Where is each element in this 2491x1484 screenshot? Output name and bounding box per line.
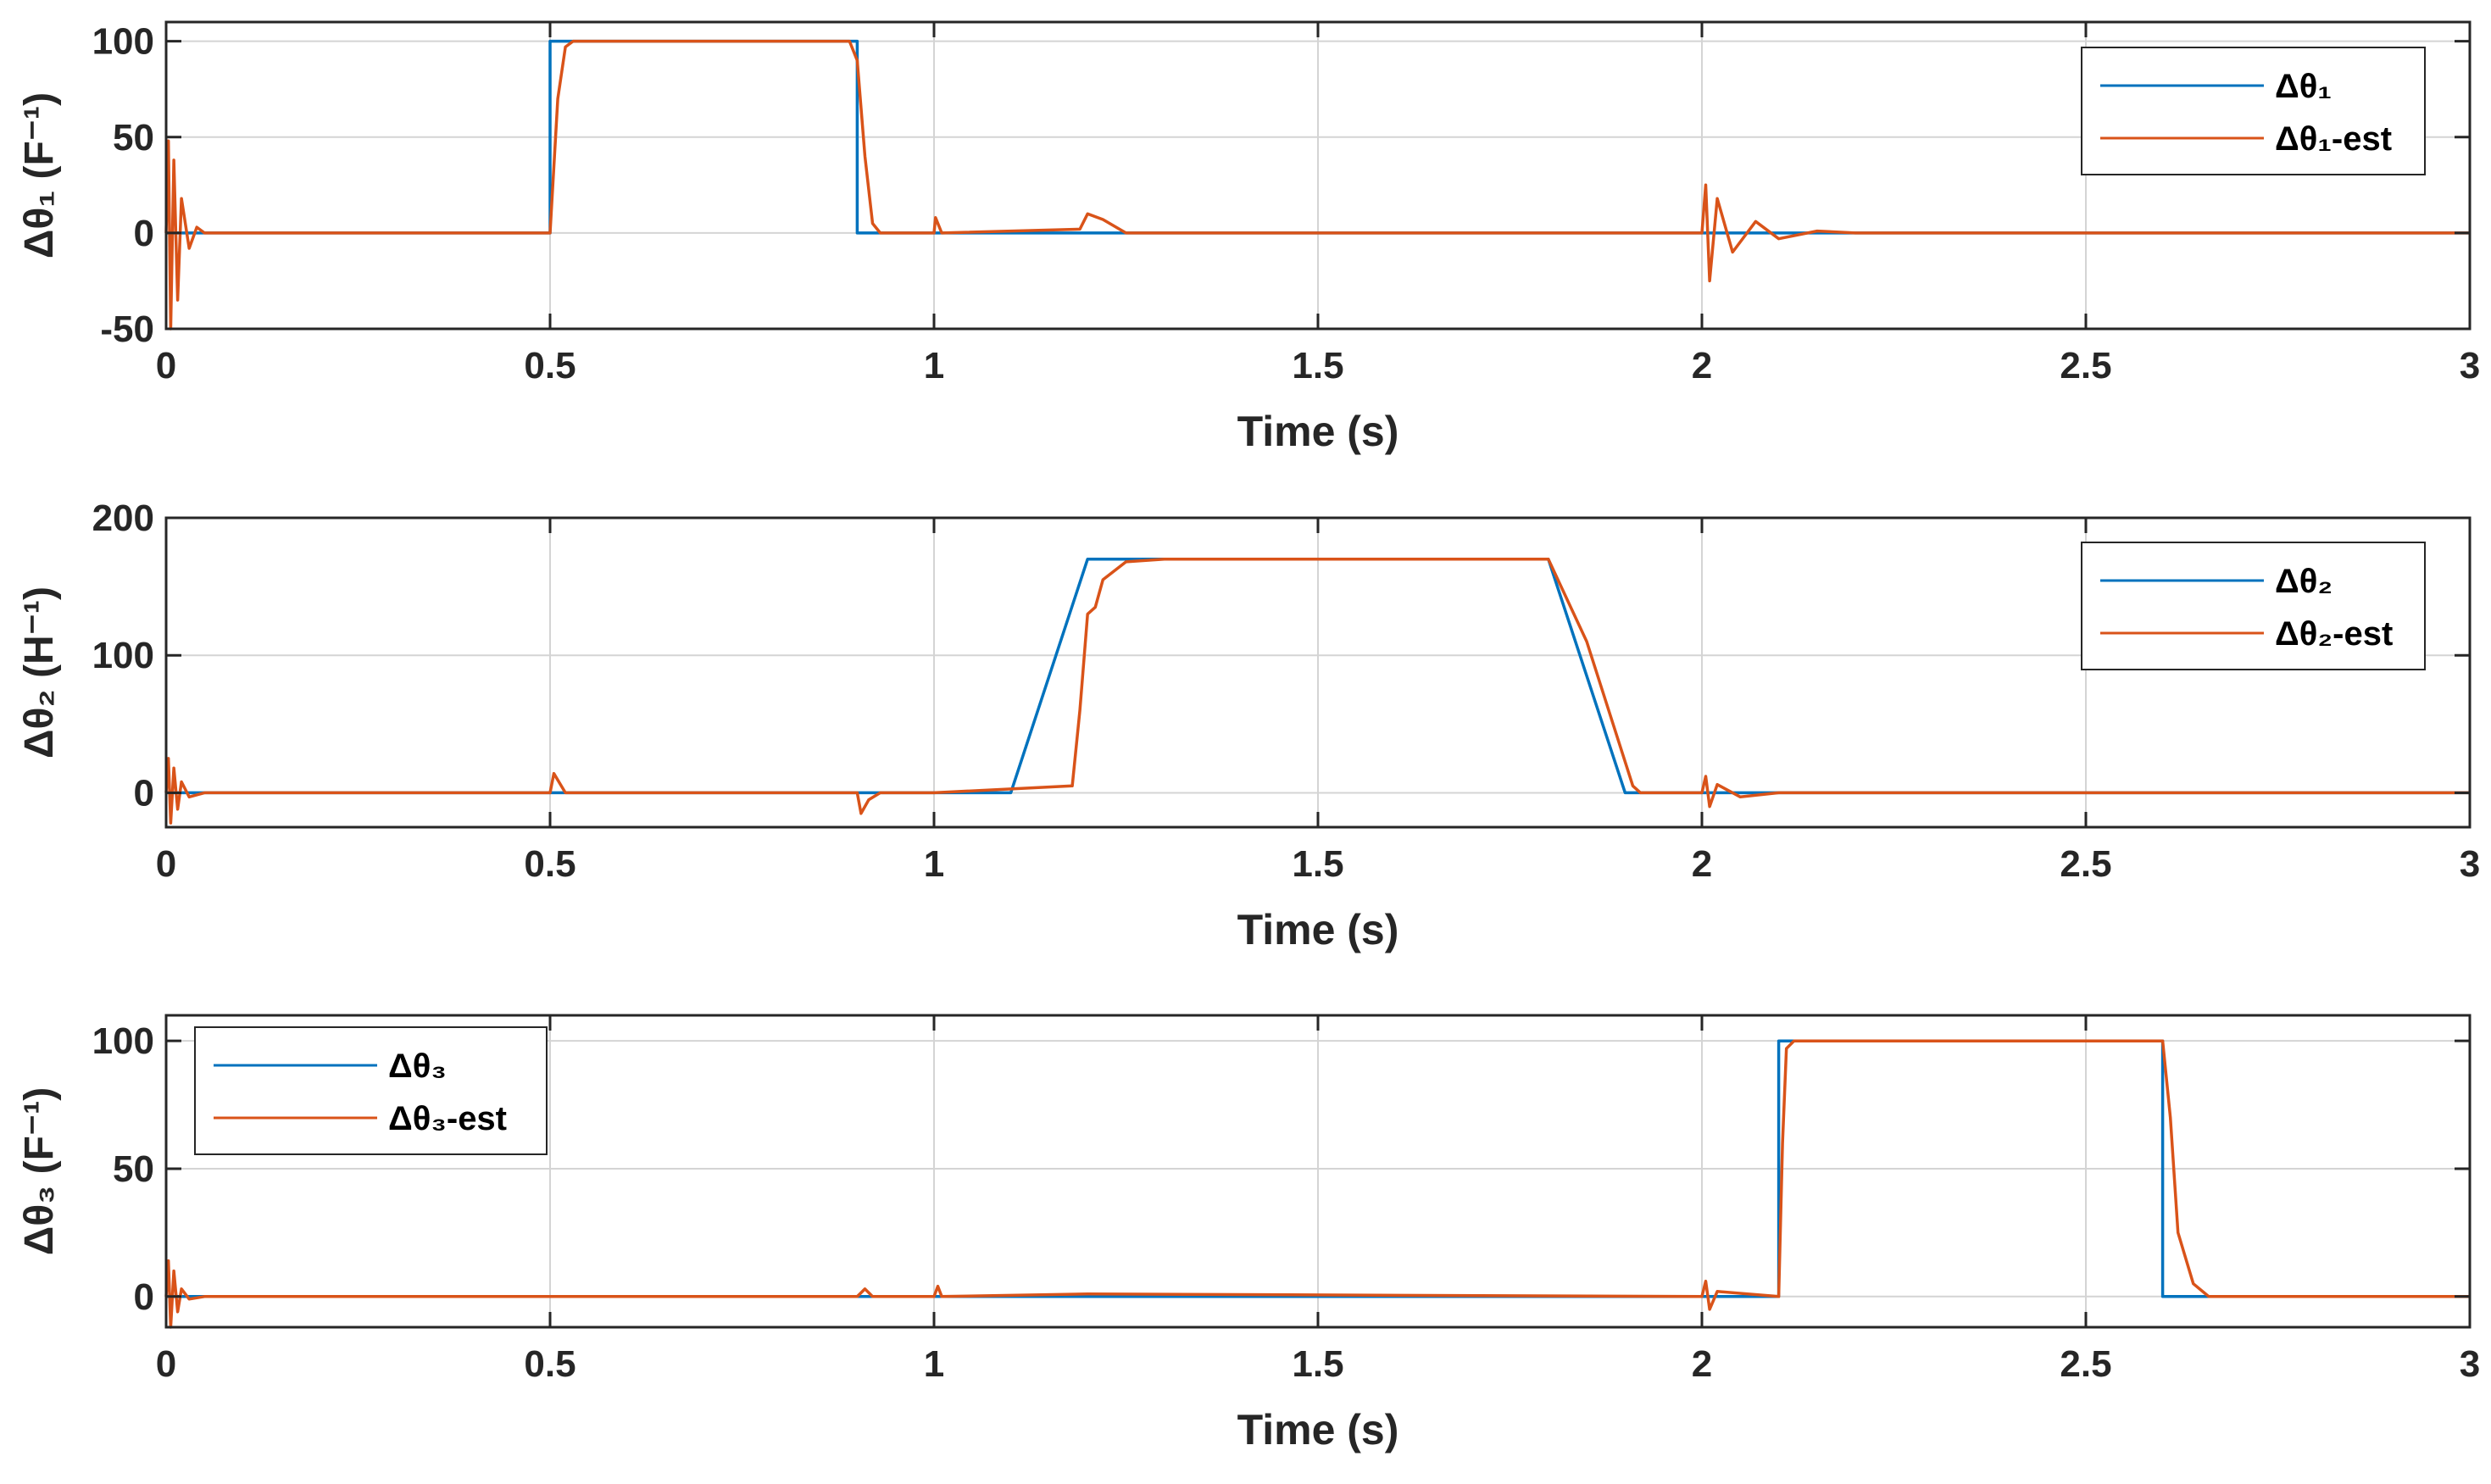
- x-tick-label: 0: [156, 345, 176, 386]
- y-axis-label: Δθ₂ (H⁻¹): [17, 586, 62, 759]
- subplot-3: 0 0.5 1 1.5 2 2.5 3 0 50 100 Time (s) Δθ₃ (F⁻¹) Δ…: [17, 1014, 2480, 1453]
- x-tick-label: 3: [2460, 1343, 2480, 1385]
- x-tick-label: 1.5: [1292, 843, 1343, 885]
- x-tick-label: 1: [924, 843, 944, 885]
- x-tick-label: 2.5: [2060, 1343, 2111, 1385]
- x-tick-label: 3: [2460, 345, 2480, 386]
- legend: Δθ₂ Δθ₂-est: [2081, 542, 2426, 670]
- x-tick-label: 2: [1692, 1343, 1712, 1385]
- x-tick-label: 0.5: [524, 843, 575, 885]
- legend: Δθ₃ Δθ₃-est: [194, 1026, 548, 1155]
- legend-label-estimate: Δθ₂-est: [2275, 615, 2393, 653]
- x-tick-label: 2: [1692, 345, 1712, 386]
- legend-label-reference: Δθ₃: [388, 1048, 447, 1085]
- x-tick-label: 1: [924, 345, 944, 386]
- y-tick-label: 50: [113, 117, 154, 158]
- y-tick-label: 100: [92, 635, 154, 676]
- legend-label-reference: Δθ₂: [2275, 563, 2333, 600]
- x-axis-label: Time (s): [1237, 408, 1399, 455]
- x-tick-label: 0.5: [524, 345, 575, 386]
- y-axis-label: Δθ₃ (F⁻¹): [17, 1087, 62, 1256]
- series-estimate-line: [164, 557, 2470, 825]
- x-axis-label: Time (s): [1237, 1406, 1399, 1453]
- x-tick-label: 0: [156, 843, 176, 885]
- y-tick-label: 0: [134, 213, 154, 254]
- x-tick-label: 1: [924, 1343, 944, 1385]
- x-axis-label: Time (s): [1237, 906, 1399, 953]
- x-tick-label: 1.5: [1292, 345, 1343, 386]
- legend: Δθ₁ Δθ₁-est: [2081, 47, 2426, 175]
- x-tick-label: 0.5: [524, 1343, 575, 1385]
- x-tick-label: 2.5: [2060, 345, 2111, 386]
- y-tick-label: 0: [134, 1276, 154, 1318]
- y-axis-label: Δθ₁ (F⁻¹): [17, 92, 62, 258]
- legend-label-estimate: Δθ₃-est: [388, 1100, 507, 1137]
- x-tick-label: 2: [1692, 843, 1712, 885]
- y-tick-label: 200: [92, 497, 154, 539]
- legend-label-estimate: Δθ₁-est: [2275, 120, 2392, 158]
- series-estimate-line: [164, 39, 2470, 331]
- x-tick-label: 1.5: [1292, 1343, 1343, 1385]
- x-tick-label: 3: [2460, 843, 2480, 885]
- x-tick-label: 0: [156, 1343, 176, 1385]
- y-tick-label: 0: [134, 772, 154, 814]
- y-tick-label: 100: [92, 21, 154, 63]
- x-tick-label: 2.5: [2060, 843, 2111, 885]
- y-tick-label: 100: [92, 1020, 154, 1062]
- y-tick-label: -50: [100, 308, 154, 350]
- legend-label-reference: Δθ₁: [2275, 68, 2332, 105]
- y-tick-label: 50: [113, 1148, 154, 1190]
